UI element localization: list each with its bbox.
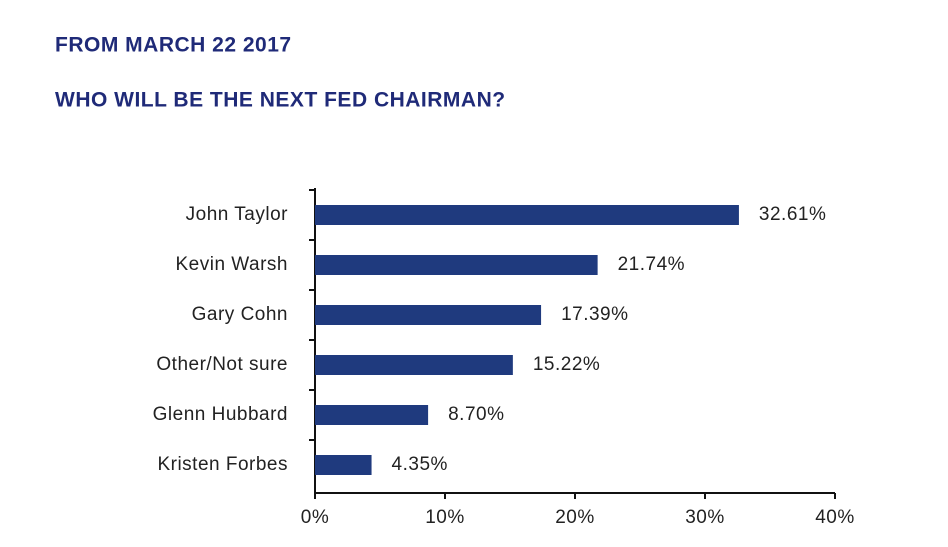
chart-title: FROM MARCH 22 2017: [55, 34, 292, 57]
bar: [315, 405, 429, 425]
bar: [315, 205, 739, 225]
value-label: 17.39%: [561, 304, 628, 325]
x-tick-label: 40%: [815, 507, 855, 528]
y-tick-label: John Taylor: [186, 204, 288, 225]
value-label: 8.70%: [448, 404, 504, 425]
y-tick-label: Kevin Warsh: [176, 254, 289, 275]
y-tick-label: Gary Cohn: [192, 304, 288, 325]
x-tick-label: 0%: [301, 507, 329, 528]
y-tick-label: Glenn Hubbard: [153, 404, 288, 425]
bar: [315, 455, 372, 475]
x-tick-label: 30%: [685, 507, 725, 528]
bar: [315, 305, 542, 325]
value-label: 21.74%: [618, 254, 685, 275]
y-tick-label: Kristen Forbes: [157, 454, 288, 475]
value-label: 32.61%: [759, 204, 826, 225]
chart-subtitle: WHO WILL BE THE NEXT FED CHAIRMAN?: [55, 89, 506, 112]
value-label: 15.22%: [533, 354, 600, 375]
y-tick-label: Other/Not sure: [156, 354, 288, 375]
x-tick-label: 20%: [555, 507, 595, 528]
bar: [315, 255, 598, 275]
x-tick-label: 10%: [425, 507, 465, 528]
bar: [315, 355, 513, 375]
value-label: 4.35%: [392, 454, 448, 475]
